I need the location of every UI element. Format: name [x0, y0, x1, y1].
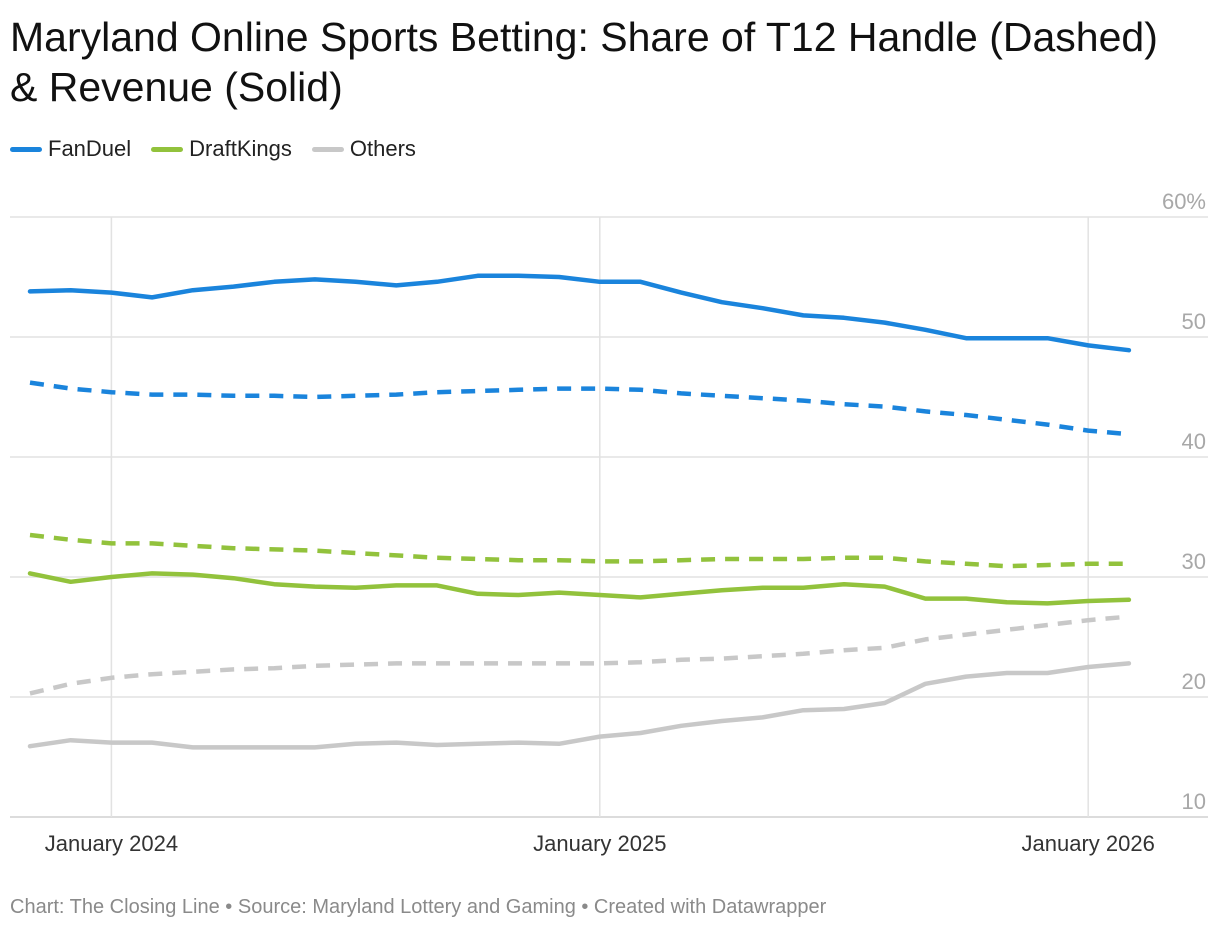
x-tick-label: January 2025 — [533, 831, 666, 856]
x-tick-label: January 2024 — [45, 831, 178, 856]
legend-swatch-others — [311, 146, 344, 152]
series-line-others-handle — [29, 614, 1130, 696]
legend-label-others: Others — [349, 136, 416, 161]
legend: FanDuel DraftKings Others — [10, 136, 416, 162]
legend-swatch-draftkings — [151, 146, 184, 152]
y-tick-label: 30 — [1182, 549, 1206, 574]
y-tick-label: 20 — [1182, 669, 1206, 694]
y-tick-label: 10 — [1182, 789, 1206, 814]
legend-label-draftkings: DraftKings — [189, 136, 292, 161]
line-chart: 60% 50 40 30 20 10 January 2024 January 2025 Jan… — [10, 189, 1208, 856]
series-line-draftkings-revenue — [27, 571, 1132, 606]
chart-title: Maryland Online Sports Betting: Share of… — [10, 14, 1158, 110]
series-line-fanduel-revenue — [27, 273, 1132, 353]
x-tick-label: January 2026 — [1022, 831, 1155, 856]
legend-item-others: Others — [311, 136, 416, 162]
legend-item-draftkings: DraftKings — [151, 136, 292, 162]
y-tick-label: 50 — [1182, 309, 1206, 334]
legend-label-fanduel: FanDuel — [48, 136, 132, 161]
series-line-draftkings-handle — [29, 532, 1129, 569]
y-tick-label: 60% — [1162, 189, 1206, 214]
series-line-fanduel-handle — [29, 380, 1130, 437]
series-line-others-revenue — [27, 661, 1132, 750]
chart-footer: Chart: The Closing Line • Source: Maryla… — [10, 896, 827, 918]
legend-item-fanduel: FanDuel — [10, 136, 131, 162]
legend-swatch-fanduel — [10, 146, 42, 152]
y-tick-label: 40 — [1182, 429, 1206, 454]
